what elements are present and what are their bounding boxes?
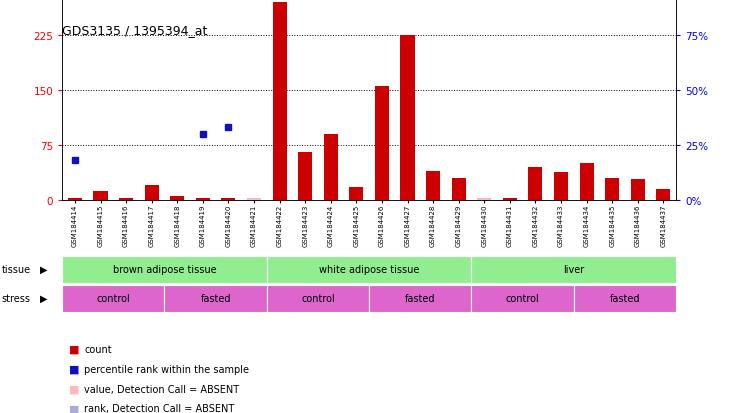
- Text: control: control: [506, 293, 539, 304]
- Bar: [170, 197, 184, 200]
- Text: rank, Detection Call = ABSENT: rank, Detection Call = ABSENT: [84, 404, 235, 413]
- Bar: [471, 256, 676, 283]
- Text: liver: liver: [563, 264, 585, 275]
- Text: fasted: fasted: [405, 293, 436, 304]
- Text: ■: ■: [69, 364, 80, 374]
- Text: ■: ■: [69, 404, 80, 413]
- Bar: [529, 168, 542, 200]
- Bar: [324, 135, 338, 200]
- Bar: [247, 199, 261, 200]
- Bar: [452, 178, 466, 200]
- Bar: [656, 189, 670, 200]
- Text: ■: ■: [69, 344, 80, 354]
- Bar: [164, 285, 267, 312]
- Bar: [401, 36, 414, 200]
- Text: control: control: [301, 293, 335, 304]
- Text: percentile rank within the sample: percentile rank within the sample: [84, 364, 249, 374]
- Bar: [267, 285, 369, 312]
- Bar: [298, 153, 312, 200]
- Bar: [196, 198, 210, 200]
- Bar: [605, 178, 619, 200]
- Text: fasted: fasted: [200, 293, 231, 304]
- Bar: [267, 256, 471, 283]
- Bar: [68, 198, 82, 200]
- Text: ■: ■: [69, 384, 80, 394]
- Text: ▶: ▶: [40, 293, 48, 304]
- Bar: [221, 199, 235, 200]
- Text: value, Detection Call = ABSENT: value, Detection Call = ABSENT: [84, 384, 239, 394]
- Bar: [426, 171, 440, 200]
- Bar: [580, 164, 594, 200]
- Bar: [574, 285, 676, 312]
- Text: white adipose tissue: white adipose tissue: [319, 264, 420, 275]
- Bar: [145, 186, 159, 200]
- Bar: [554, 173, 568, 200]
- Bar: [375, 87, 389, 200]
- Text: control: control: [96, 293, 130, 304]
- Bar: [119, 199, 133, 200]
- Bar: [62, 285, 164, 312]
- Bar: [477, 199, 491, 200]
- Bar: [349, 187, 363, 200]
- Text: fasted: fasted: [610, 293, 640, 304]
- Text: ▶: ▶: [40, 264, 48, 275]
- Text: tissue: tissue: [1, 264, 31, 275]
- Bar: [503, 199, 517, 200]
- Bar: [471, 285, 574, 312]
- Bar: [273, 3, 287, 200]
- Bar: [62, 256, 267, 283]
- Text: count: count: [84, 344, 112, 354]
- Bar: [631, 180, 645, 200]
- Bar: [94, 192, 107, 200]
- Text: stress: stress: [1, 293, 31, 304]
- Bar: [369, 285, 471, 312]
- Text: brown adipose tissue: brown adipose tissue: [113, 264, 216, 275]
- Text: GDS3135 / 1395394_at: GDS3135 / 1395394_at: [62, 24, 208, 37]
